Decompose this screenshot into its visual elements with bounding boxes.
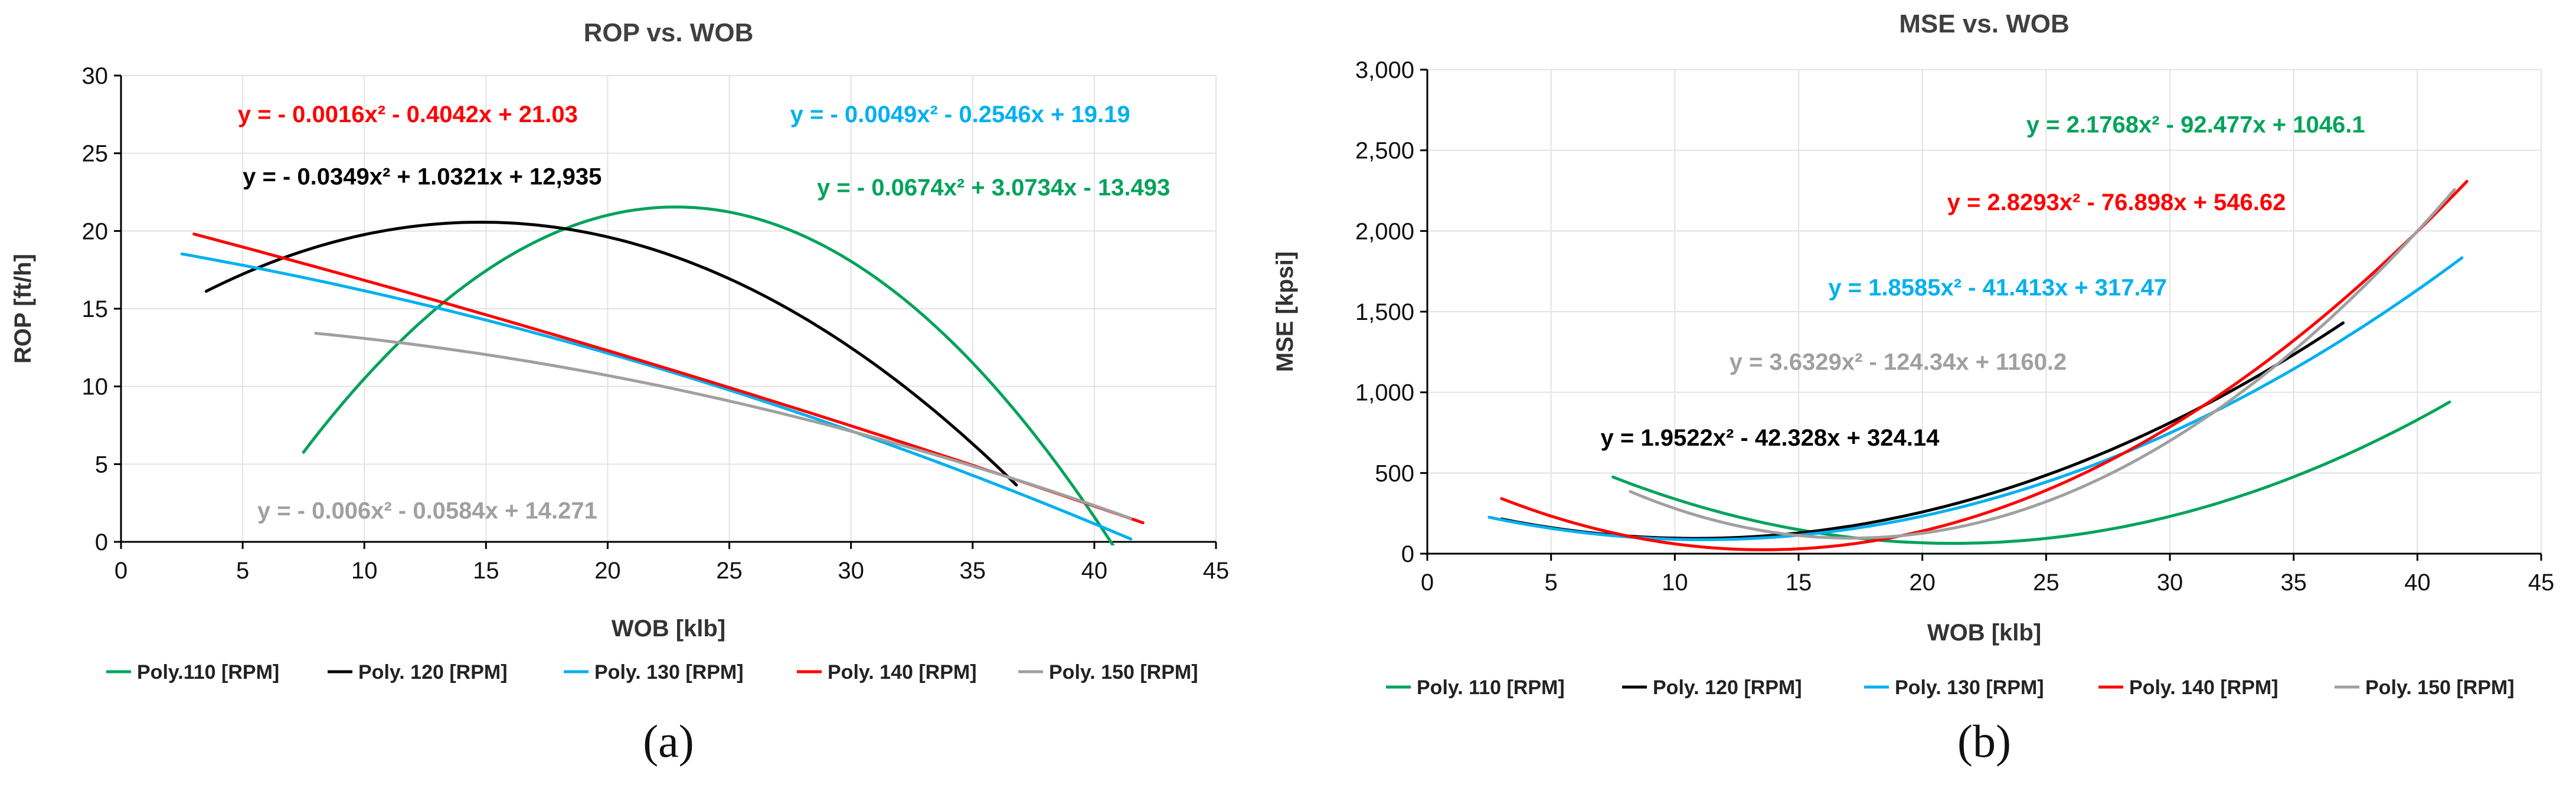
x-tick-label: 10 — [351, 558, 378, 584]
equation-label-3: y = 1.8585x² - 41.413x + 317.47 — [1828, 275, 2167, 301]
y-axis-title: MSE [kpsi] — [1272, 251, 1298, 372]
x-tick-label: 40 — [2404, 570, 2431, 596]
x-tick-label: 35 — [2280, 570, 2307, 596]
equation-label-4: y = - 0.0674x² + 3.0734x - 13.493 — [817, 175, 1170, 201]
y-tick-label: 500 — [1375, 460, 1414, 486]
x-tick-label: 45 — [1203, 558, 1230, 584]
x-axis-title: WOB [klb] — [612, 616, 725, 642]
y-tick-label: 5 — [95, 452, 108, 478]
legend-label: Poly. 150 [RPM] — [1049, 661, 1198, 684]
y-tick-label: 1,500 — [1355, 299, 1414, 325]
equation-label-1: y = - 0.0016x² - 0.4042x + 21.03 — [238, 102, 578, 127]
x-tick-label: 5 — [1545, 570, 1558, 596]
legend-label: Poly. 110 [RPM] — [1417, 676, 1565, 699]
y-tick-label: 1,000 — [1355, 380, 1414, 406]
series-line-3 — [1488, 256, 2464, 541]
x-axis-title: WOB [klb] — [1927, 620, 2041, 646]
series-group — [180, 205, 1145, 545]
equation-label-5: y = - 0.006x² - 0.0584x + 14.271 — [257, 498, 597, 524]
x-tick-label: 10 — [1662, 570, 1688, 596]
x-tick-label: 5 — [236, 558, 249, 584]
legend-label: Poly. 140 [RPM] — [828, 661, 977, 684]
series-group — [1488, 179, 2469, 551]
panel-label: (a) — [643, 715, 694, 767]
x-tick-label: 15 — [1786, 570, 1812, 596]
chart-panel-a: ROP vs. WOB 0 5 10 15 20 25 30 35 40 45 0 5 10 15 20 25 3… — [10, 18, 1229, 767]
panel-label: (b) — [1957, 715, 2011, 767]
y-tick-label: 2,000 — [1355, 218, 1414, 244]
x-tick-label: 30 — [2157, 570, 2183, 596]
y-tick-label: 30 — [82, 63, 109, 89]
x-tick-label: 40 — [1081, 558, 1108, 584]
y-tick-label: 15 — [82, 296, 109, 322]
y-tick-label: 3,000 — [1355, 57, 1414, 83]
series-line-4 — [1500, 179, 2469, 551]
equation-label-4: y = 3.6329x² - 124.34x + 1160.2 — [1730, 349, 2067, 375]
series-line-1 — [1611, 400, 2451, 545]
legend-label: Poly. 150 [RPM] — [2365, 676, 2515, 699]
x-tick-label: 15 — [473, 558, 499, 584]
legend-label: Poly.110 [RPM] — [137, 661, 279, 684]
equation-label-5: y = 1.9522x² - 42.328x + 324.14 — [1601, 425, 1940, 451]
y-tick-label: 2,500 — [1355, 138, 1414, 164]
chart-panel-b: MSE vs. WOB 0 5 10 15 20 25 30 35 40 45 0 500 1,000 1,… — [1272, 9, 2554, 767]
chart-title: ROP vs. WOB — [584, 18, 754, 47]
x-tick-label: 25 — [716, 558, 743, 584]
y-tick-label: 0 — [1401, 541, 1414, 567]
y-tick-label: 20 — [82, 218, 109, 244]
y-axis-title: ROP [ft/h] — [10, 254, 36, 364]
y-tick-label: 10 — [82, 374, 109, 400]
legend-label: Poly. 120 [RPM] — [1653, 676, 1802, 699]
x-tick-label: 45 — [2528, 570, 2555, 596]
y-tick-label: 25 — [82, 141, 109, 167]
series-line-5 — [1629, 188, 2456, 540]
series-line-1 — [302, 205, 1115, 545]
x-tick-label: 0 — [115, 558, 128, 584]
equation-label-3: y = - 0.0349x² + 1.0321x + 12,935 — [243, 164, 601, 189]
equation-label-1: y = 2.1768x² - 92.477x + 1046.1 — [2026, 112, 2365, 138]
series-line-2 — [204, 220, 1018, 487]
x-tick-label: 20 — [594, 558, 621, 584]
y-tick-label: 0 — [95, 529, 108, 555]
x-tick-label: 30 — [838, 558, 864, 584]
chart-title: MSE vs. WOB — [1899, 9, 2070, 38]
series-line-3 — [180, 252, 1133, 541]
equation-label-2: y = 2.8293x² - 76.898x + 546.62 — [1947, 189, 2286, 215]
legend-label: Poly. 140 [RPM] — [2129, 676, 2278, 699]
x-tick-label: 0 — [1421, 570, 1434, 596]
legend-label: Poly. 120 [RPM] — [358, 661, 508, 684]
x-tick-label: 35 — [960, 558, 986, 584]
legend-label: Poly. 130 [RPM] — [1895, 676, 2044, 699]
series-line-4 — [192, 233, 1145, 525]
x-tick-label: 20 — [1909, 570, 1936, 596]
series-line-5 — [314, 332, 1133, 520]
legend-label: Poly. 130 [RPM] — [594, 661, 744, 684]
equation-label-2: y = - 0.0049x² - 0.2546x + 19.19 — [790, 102, 1130, 127]
x-tick-label: 25 — [2033, 570, 2060, 596]
